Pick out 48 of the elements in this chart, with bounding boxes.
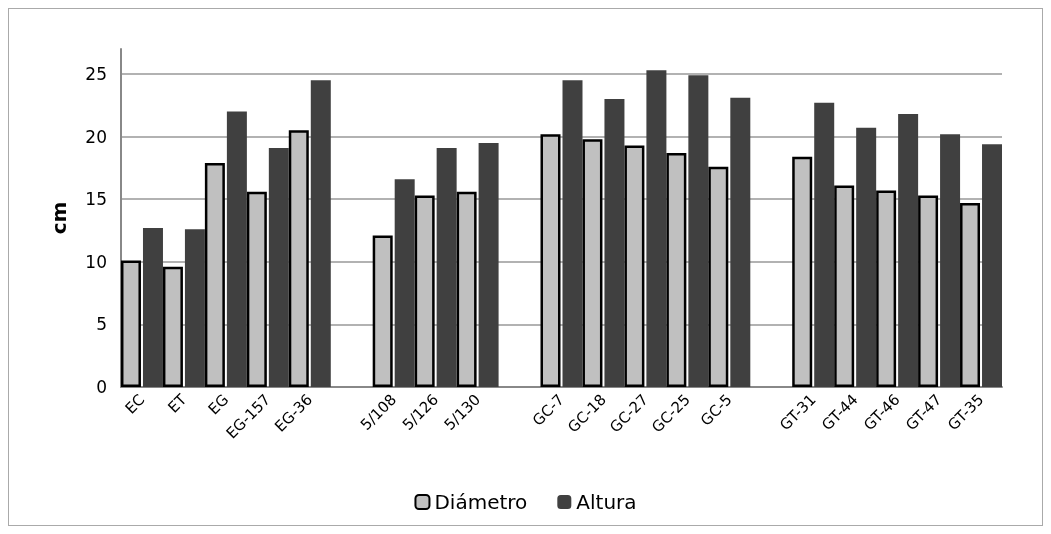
bar (142, 228, 163, 387)
y-axis-title: cm (47, 201, 71, 235)
bar (372, 235, 393, 387)
bar (646, 70, 667, 387)
bar (204, 162, 225, 387)
bar (940, 134, 961, 387)
bar (184, 229, 205, 387)
y-tick-label: 20 (85, 126, 107, 147)
legend-label: Diámetro (434, 490, 528, 514)
bar (834, 185, 855, 387)
bar (562, 80, 583, 387)
bar (540, 134, 561, 387)
bar (898, 114, 919, 387)
bar (120, 260, 141, 387)
legend-label: Altura (576, 490, 637, 514)
bar (814, 102, 835, 387)
bar (982, 144, 1002, 387)
bar (730, 97, 751, 387)
bar (162, 266, 183, 387)
bar (414, 195, 435, 387)
y-tick-label: 25 (85, 64, 107, 85)
bar (478, 142, 499, 387)
bar (666, 152, 687, 387)
bar (310, 80, 331, 387)
bar (288, 130, 309, 387)
bar (268, 147, 289, 387)
bar (792, 156, 813, 387)
bar (582, 139, 603, 387)
bar (394, 179, 415, 387)
x-tick-label: ET (164, 390, 191, 417)
x-tick-label: EG (204, 390, 233, 419)
bar (856, 127, 877, 387)
y-tick-label: 5 (96, 314, 107, 335)
bar (604, 99, 625, 387)
bar (246, 191, 267, 387)
y-tick-label: 15 (85, 189, 107, 210)
bar (876, 190, 897, 387)
y-tick-label: 10 (85, 251, 107, 272)
bar (436, 147, 457, 387)
bar (624, 145, 645, 387)
bar (960, 202, 981, 387)
y-tick-label: 0 (96, 377, 107, 397)
bar (918, 195, 939, 387)
bar (456, 191, 477, 387)
bar (226, 111, 247, 387)
bar (708, 166, 729, 387)
bar (688, 75, 709, 387)
x-tick-label: EC (121, 390, 149, 418)
